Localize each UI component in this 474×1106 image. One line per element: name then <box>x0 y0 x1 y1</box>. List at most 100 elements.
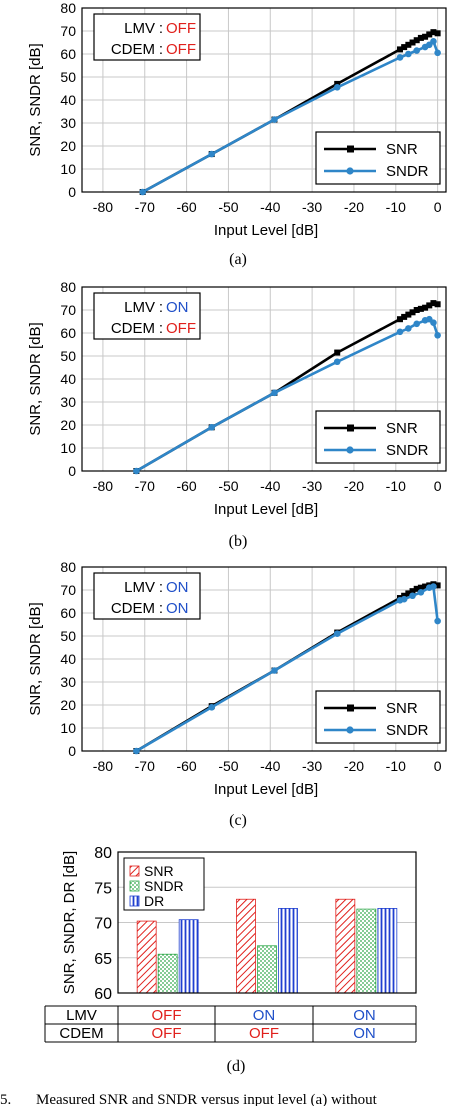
plot-border <box>81 7 447 193</box>
data-point <box>396 54 404 61</box>
data-point <box>208 150 216 158</box>
legend-swatch-dr <box>129 895 140 907</box>
note-cdem-sep: : <box>159 41 163 58</box>
data-point <box>409 592 416 600</box>
bar-snr <box>136 920 157 994</box>
data-point <box>434 49 441 57</box>
data-point <box>413 307 420 313</box>
x-axis-label: Input Level [dB] <box>214 501 318 518</box>
bars-layer <box>136 898 398 994</box>
data-point <box>208 704 216 711</box>
data-point <box>422 583 429 590</box>
figure-number: 5. <box>0 1092 11 1106</box>
bar-dr <box>278 908 298 994</box>
y-tick-labels: 60 65 70 75 80 <box>94 845 112 1003</box>
y-tick-label: 10 <box>60 720 76 736</box>
y-tick-labels: 0 10 20 30 40 50 60 70 80 <box>60 559 76 759</box>
table-cell: OFF <box>152 1007 182 1024</box>
y-tick-label: 70 <box>94 916 112 933</box>
subfigure-caption: (d) <box>227 1058 246 1075</box>
data-point <box>434 617 441 625</box>
data-point <box>434 30 441 37</box>
x-tick-label: -60 <box>176 199 196 215</box>
series-layer <box>133 300 441 475</box>
data-point <box>271 667 278 674</box>
x-tick-label: -20 <box>344 758 364 774</box>
data-point <box>413 320 421 328</box>
x-tick-labels: -80 -70 -60 -50 -40 -30 -20 -10 0 <box>93 478 442 494</box>
figure-caption-text: Measured SNR and SNDR versus input level… <box>36 1092 378 1106</box>
x-tick-label: -60 <box>176 758 196 774</box>
x-tick-label: -40 <box>260 478 280 494</box>
x-tick-label: -70 <box>135 199 155 215</box>
data-point <box>413 47 421 54</box>
data-point <box>401 592 408 599</box>
y-tick-labels: 0 10 20 30 40 50 60 70 80 <box>60 0 76 200</box>
x-tick-label: -30 <box>302 478 322 494</box>
line-chart-b: -80 -70 -60 -50 -40 -30 -20 -10 0 0 10 20 30 40 50 60 7… <box>27 279 447 550</box>
x-tick-labels: -80 -70 -60 -50 -40 -30 -20 -10 0 <box>93 199 442 215</box>
table-cell: OFF <box>152 1025 182 1042</box>
data-point <box>430 583 437 590</box>
y-tick-label: 65 <box>94 951 112 968</box>
y-tick-label: 75 <box>94 880 112 897</box>
note-lmv-value: OFF <box>166 20 196 37</box>
x-tick-label: -40 <box>260 758 280 774</box>
series-layer <box>139 29 441 196</box>
x-tick-label: -40 <box>260 199 280 215</box>
x-tick-label: -70 <box>135 478 155 494</box>
y-tick-label: 80 <box>60 559 76 575</box>
y-tick-labels: 0 10 20 30 40 50 60 70 80 <box>60 279 76 479</box>
plot-frame <box>81 7 447 193</box>
data-point <box>430 300 437 307</box>
y-tick-label: 70 <box>60 582 76 598</box>
data-point <box>430 38 437 45</box>
note-box <box>93 572 201 620</box>
x-tick-label: -80 <box>93 758 113 774</box>
note-cdem-label: CDEM <box>111 41 155 58</box>
data-point <box>396 46 403 53</box>
legend-box <box>315 410 441 464</box>
note-lmv-label: LMV <box>124 20 155 37</box>
x-tick-label: 0 <box>434 758 442 774</box>
y-tick-label: 70 <box>60 302 76 318</box>
y-tick-label: 50 <box>60 69 76 85</box>
y-tick-label: 70 <box>60 23 76 39</box>
note-box <box>93 13 201 61</box>
data-point <box>271 116 278 123</box>
legend-swatch-sndr <box>129 880 140 892</box>
table-cell: ON <box>253 1007 276 1024</box>
line-chart-a: -80 -70 -60 -50 -40 -30 -20 -10 0 0 10 20 30 40 50 60 7… <box>27 0 447 268</box>
data-point <box>133 467 140 475</box>
note-lmv-value: ON <box>166 579 189 596</box>
data-point <box>409 588 416 595</box>
data-point <box>396 316 403 323</box>
legend-label-snr: SNR <box>386 141 418 158</box>
data-point <box>405 50 412 58</box>
y-tick-label: 10 <box>60 440 76 456</box>
table-cell: ON <box>353 1007 376 1024</box>
y-tick-label: 20 <box>60 417 76 433</box>
y-axis-label: SNR, SNDR, DR [dB] <box>61 851 78 994</box>
legend-label-sndr: SNDR <box>386 722 429 739</box>
table-grid-lines <box>44 1005 417 1043</box>
x-tick-label: 0 <box>434 478 442 494</box>
legend: SNR SNDR DR <box>123 857 205 911</box>
y-tick-label: 50 <box>60 628 76 644</box>
y-tick-label: 40 <box>60 651 76 667</box>
legend-label-snr: SNR <box>386 420 418 437</box>
data-point <box>434 332 441 339</box>
note-cdem-label: CDEM <box>111 600 155 617</box>
y-tick-label: 10 <box>60 161 76 177</box>
y-tick-label: 0 <box>68 184 76 200</box>
x-tick-label: -50 <box>218 478 238 494</box>
data-point <box>413 37 420 44</box>
data-point <box>426 31 433 38</box>
note-cdem-sep: : <box>159 600 163 617</box>
y-tick-label: 30 <box>60 394 76 410</box>
table-row-label-lmv: LMV <box>66 1007 97 1024</box>
y-tick-label: 20 <box>60 697 76 713</box>
x-tick-label: -80 <box>93 199 113 215</box>
legend-label-sndr: SNDR <box>386 442 429 459</box>
bar-sndr <box>157 953 178 994</box>
